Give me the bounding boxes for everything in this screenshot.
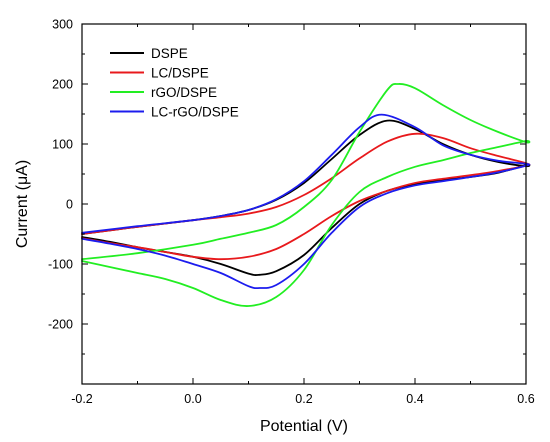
y-axis-title: Current (μA)	[14, 160, 31, 248]
legend: DSPE LC/DSPE rGO/DSPE LC-rGO/DSPE	[110, 46, 239, 120]
legend-label-dspe: DSPE	[151, 46, 188, 61]
plot-frame	[81, 23, 527, 385]
x-axis-title: Potential (V)	[260, 418, 348, 435]
legend-label-rgo-dspe: rGO/DSPE	[151, 85, 217, 100]
y-tick-label: 200	[52, 78, 73, 92]
y-tick-label: -100	[48, 258, 73, 272]
x-tick-label: 0.2	[295, 392, 312, 406]
y-tick-label: 300	[52, 18, 73, 32]
plot-area	[81, 83, 531, 307]
series-line-lc-rgo-dspe	[81, 113, 531, 290]
legend-label-lc-rgo-dspe: LC-rGO/DSPE	[151, 105, 239, 120]
x-tick-label: 0.4	[406, 392, 423, 406]
x-tick-label: 0.0	[184, 392, 201, 406]
x-tick-label: 0.6	[517, 392, 534, 406]
legend-label-lc-dspe: LC/DSPE	[151, 66, 209, 81]
y-tick-label: 100	[52, 138, 73, 152]
axes: -0.2 0.0 0.2 0.4 0.6 -200 -100 0 100 200 300	[48, 18, 535, 407]
y-tick-label: 0	[66, 198, 73, 212]
x-tick-label: -0.2	[71, 392, 93, 406]
y-tick-label: -200	[48, 318, 73, 332]
